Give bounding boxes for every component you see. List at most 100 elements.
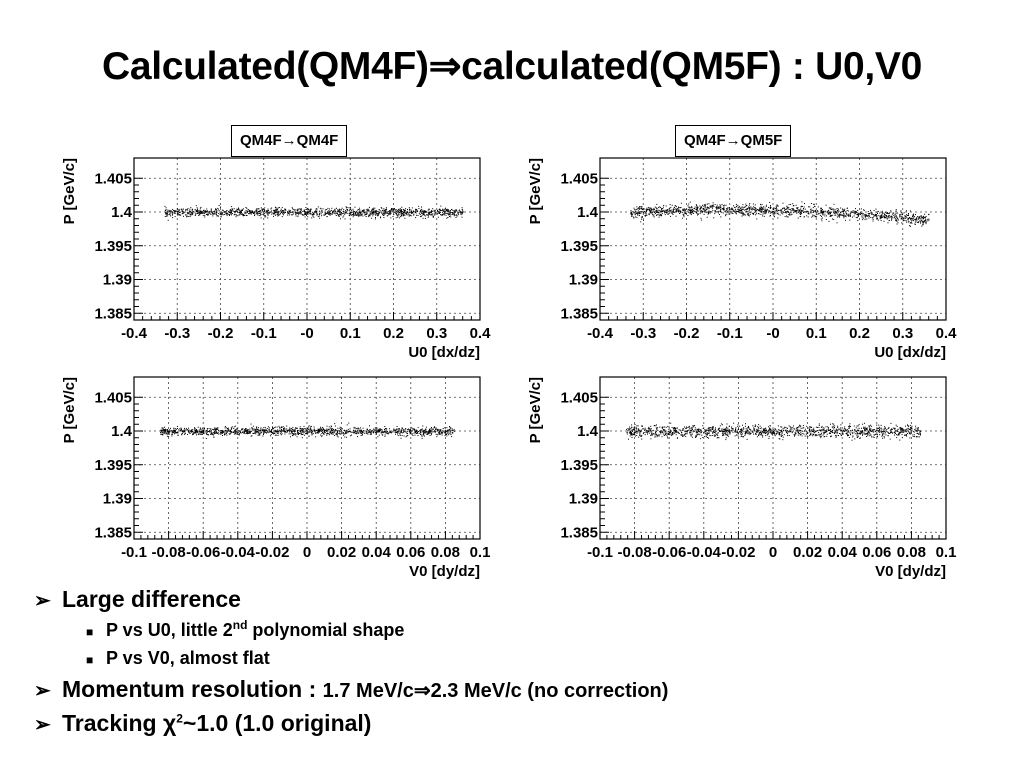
scatter-point — [792, 208, 794, 210]
scatter-point — [355, 213, 357, 215]
scatter-point — [840, 433, 842, 435]
scatter-point — [385, 212, 387, 214]
scatter-point — [397, 433, 399, 435]
scatter-point — [418, 208, 420, 209]
scatter-point — [910, 219, 912, 221]
scatter-point — [345, 207, 347, 209]
scatter-point — [687, 209, 689, 211]
scatter-point — [434, 426, 435, 428]
scatter-point — [294, 429, 296, 431]
scatter-point — [832, 214, 834, 216]
scatter-point — [673, 211, 675, 213]
scatter-point — [633, 217, 635, 219]
scatter-point — [828, 220, 830, 222]
scatter-point — [849, 214, 851, 216]
scatter-point — [812, 215, 814, 217]
scatter-point — [758, 210, 760, 212]
scatter-point — [446, 217, 448, 219]
scatter-point — [396, 426, 398, 427]
scatter-point — [456, 214, 458, 216]
scatter-point — [386, 212, 388, 214]
scatter-point — [761, 203, 763, 205]
scatter-point — [741, 206, 743, 208]
scatter-point — [224, 211, 226, 212]
scatter-point — [901, 428, 903, 430]
scatter-point — [267, 214, 269, 216]
scatter-point — [821, 208, 822, 210]
scatter-point — [699, 434, 701, 436]
scatter-point — [385, 210, 387, 212]
scatter-point — [430, 433, 432, 434]
scatter-point — [430, 431, 432, 432]
scatter-point — [429, 430, 431, 432]
scatter-point — [661, 214, 662, 216]
scatter-point — [762, 215, 764, 217]
scatter-point — [343, 210, 345, 212]
scatter-point — [786, 216, 788, 218]
scatter-point — [824, 215, 826, 217]
scatter-point — [769, 210, 771, 212]
scatter-point — [274, 210, 276, 212]
scatter-point — [222, 430, 224, 432]
scatter-point — [422, 431, 424, 433]
scatter-point — [422, 213, 424, 215]
scatter-point — [414, 434, 416, 436]
scatter-point — [681, 434, 683, 436]
scatter-point — [160, 433, 162, 435]
scatter-point — [242, 431, 244, 433]
scatter-point — [406, 211, 408, 213]
scatter-point — [346, 207, 348, 209]
scatter-point — [830, 213, 831, 214]
scatter-point — [449, 214, 451, 215]
scatter-point — [238, 434, 240, 436]
scatter-point — [346, 430, 348, 431]
scatter-point — [875, 213, 876, 215]
scatter-point — [280, 210, 282, 211]
scatter-point — [413, 428, 415, 430]
scatter-point — [437, 212, 439, 214]
scatter-point — [282, 426, 284, 428]
scatter-point — [369, 214, 371, 216]
scatter-point — [187, 429, 188, 431]
scatter-point — [409, 431, 411, 433]
scatter-point — [908, 221, 910, 223]
scatter-point — [787, 210, 788, 212]
scatter-point — [175, 210, 177, 212]
scatter-point — [446, 435, 448, 437]
scatter-point — [397, 215, 399, 217]
scatter-point — [429, 434, 431, 436]
scatter-point — [397, 430, 399, 432]
scatter-point — [635, 216, 637, 218]
scatter-point — [346, 432, 348, 434]
scatter-point — [827, 210, 829, 212]
scatter-point — [217, 433, 218, 434]
scatter-point — [872, 220, 874, 222]
scatter-point — [866, 218, 868, 220]
scatter-point — [885, 214, 886, 216]
scatter-point — [371, 430, 373, 432]
scatter-point — [909, 437, 911, 439]
scatter-point — [319, 429, 321, 431]
scatter-point — [864, 422, 865, 424]
y-axis-label: P [GeV/c] — [61, 377, 78, 443]
scatter-point — [343, 430, 345, 431]
scatter-point — [219, 430, 221, 432]
scatter-point — [776, 208, 778, 210]
scatter-point — [434, 427, 436, 429]
scatter-point — [283, 430, 285, 432]
scatter-point — [249, 431, 250, 433]
scatter-point — [658, 207, 660, 209]
scatter-point — [165, 209, 167, 211]
scatter-point — [250, 431, 251, 433]
scatter-point — [828, 207, 830, 209]
scatter-point — [877, 215, 879, 217]
scatter-point — [834, 433, 836, 434]
scatter-point — [722, 433, 724, 435]
scatter-point — [427, 431, 429, 433]
scatter-point — [797, 211, 799, 213]
scatter-point — [409, 214, 411, 216]
scatter-point — [360, 433, 362, 434]
scatter-point — [701, 210, 703, 212]
scatter-point — [296, 211, 298, 213]
scatter-point — [631, 215, 633, 217]
